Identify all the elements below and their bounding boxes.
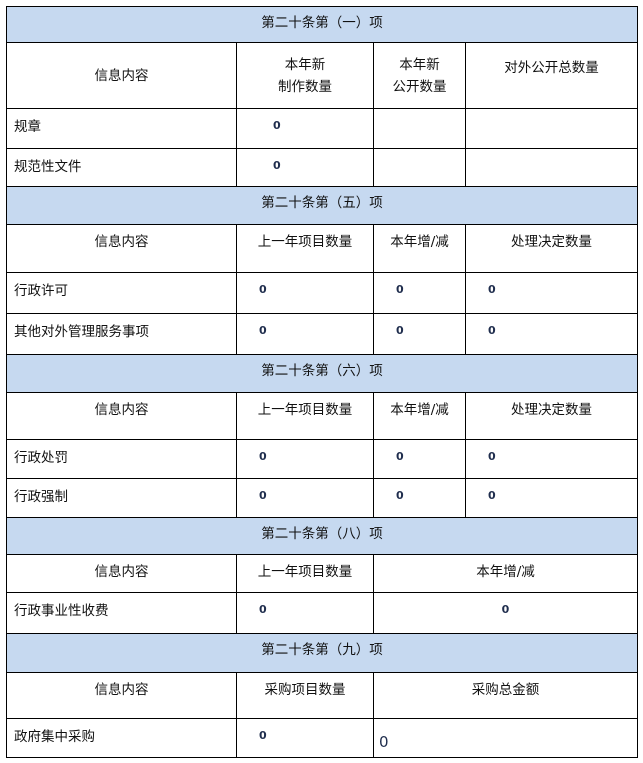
cell-value: 0 [236, 592, 374, 634]
section-header-row: 第二十条第（八）项 [6, 517, 638, 555]
table-row: 政府集中采购 0 0 [6, 718, 638, 758]
table-row: 规章 0 [6, 108, 638, 149]
column-header: 本年增/减 [373, 392, 466, 440]
column-header: 对外公开总数量 [465, 42, 638, 109]
column-header: 信息内容 [6, 42, 237, 109]
section-header-row: 第二十条第（六）项 [6, 354, 638, 393]
row-label: 规范性文件 [6, 148, 237, 187]
government-info-disclosure-table: 第二十条第（一）项 信息内容 本年新 制作数量 本年新 公开数量 对外公开总数量 规章 0 规… [6, 6, 638, 758]
section-title: 第二十条第（八）项 [6, 517, 638, 555]
column-header: 本年新 制作数量 [236, 42, 374, 109]
row-label: 规章 [6, 108, 237, 149]
row-label: 行政处罚 [6, 439, 237, 479]
cell-value: 0 [465, 313, 638, 355]
column-header: 本年新 公开数量 [373, 42, 466, 109]
column-header-row: 信息内容 上一年项目数量 本年增/减 [6, 554, 638, 593]
section-header-row: 第二十条第（九）项 [6, 633, 638, 673]
column-header-row: 信息内容 本年新 制作数量 本年新 公开数量 对外公开总数量 [6, 42, 638, 109]
cell-value: 0 [373, 592, 638, 634]
column-header: 信息内容 [6, 392, 237, 440]
cell-value: 0 [465, 478, 638, 518]
cell-value: 0 [236, 439, 374, 479]
cell-value: 0 [373, 272, 466, 314]
table-row: 其他对外管理服务事项 0 0 0 [6, 313, 638, 355]
cell-value [465, 148, 638, 187]
cell-value: 0 [373, 718, 638, 758]
column-header: 信息内容 [6, 224, 237, 273]
cell-value: 0 [373, 478, 466, 518]
section-title: 第二十条第（五）项 [6, 186, 638, 225]
cell-value: 0 [373, 439, 466, 479]
section-title: 第二十条第（九）项 [6, 633, 638, 673]
cell-value: 0 [465, 439, 638, 479]
column-header: 本年增/减 [373, 554, 638, 593]
column-header: 上一年项目数量 [236, 224, 374, 273]
column-header: 处理决定数量 [465, 392, 638, 440]
section-title: 第二十条第（一）项 [6, 6, 638, 43]
cell-value: 0 [236, 272, 374, 314]
column-header: 处理决定数量 [465, 224, 638, 273]
cell-value: 0 [373, 313, 466, 355]
column-header: 本年增/减 [373, 224, 466, 273]
column-header: 采购总金额 [373, 672, 638, 719]
table-row: 规范性文件 0 [6, 148, 638, 187]
cell-value: 0 [236, 148, 374, 187]
column-header: 采购项目数量 [236, 672, 374, 719]
column-header-row: 信息内容 采购项目数量 采购总金额 [6, 672, 638, 719]
column-header: 信息内容 [6, 672, 237, 719]
table-row: 行政事业性收费 0 0 [6, 592, 638, 634]
table-row: 行政强制 0 0 0 [6, 478, 638, 518]
table-row: 行政许可 0 0 0 [6, 272, 638, 314]
column-header-row: 信息内容 上一年项目数量 本年增/减 处理决定数量 [6, 224, 638, 273]
cell-value: 0 [236, 108, 374, 149]
row-label: 行政事业性收费 [6, 592, 237, 634]
cell-value: 0 [236, 478, 374, 518]
section-header-row: 第二十条第（一）项 [6, 6, 638, 43]
cell-value: 0 [465, 272, 638, 314]
cell-value: 0 [236, 313, 374, 355]
cell-value [373, 108, 466, 149]
cell-value [373, 148, 466, 187]
row-label: 其他对外管理服务事项 [6, 313, 237, 355]
cell-value: 0 [236, 718, 374, 758]
table-row: 行政处罚 0 0 0 [6, 439, 638, 479]
column-header-row: 信息内容 上一年项目数量 本年增/减 处理决定数量 [6, 392, 638, 440]
row-label: 行政许可 [6, 272, 237, 314]
section-header-row: 第二十条第（五）项 [6, 186, 638, 225]
column-header: 信息内容 [6, 554, 237, 593]
row-label: 行政强制 [6, 478, 237, 518]
cell-value [465, 108, 638, 149]
column-header: 上一年项目数量 [236, 554, 374, 593]
column-header: 上一年项目数量 [236, 392, 374, 440]
section-title: 第二十条第（六）项 [6, 354, 638, 393]
row-label: 政府集中采购 [6, 718, 237, 758]
